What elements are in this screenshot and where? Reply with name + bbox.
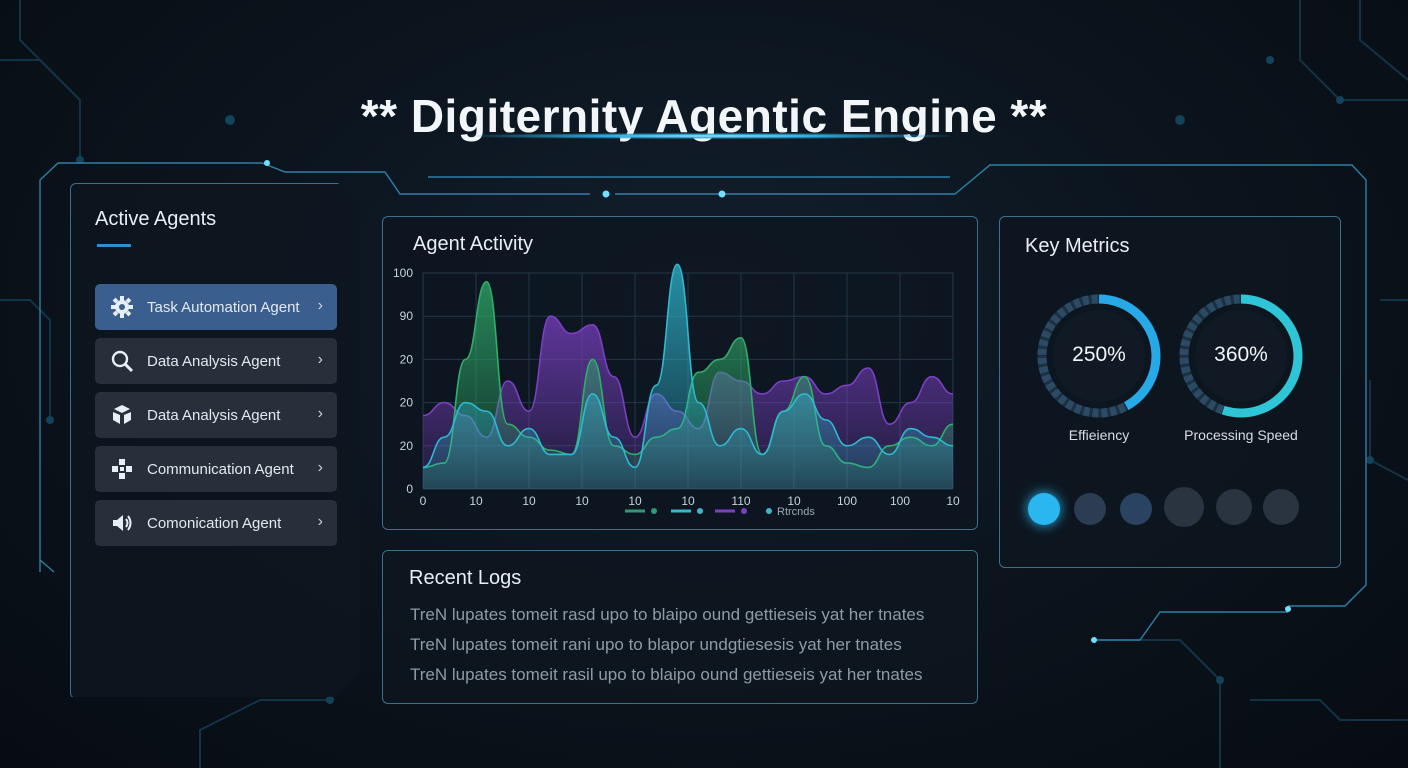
active-agents-panel: Active Agents Task Automation Agent › Da…	[70, 183, 360, 697]
chevron-right-icon: ›	[317, 405, 323, 422]
legend-swatch	[741, 508, 747, 514]
efficiency-gauge	[1037, 294, 1161, 418]
series-area	[423, 264, 953, 489]
agent-item-communication[interactable]: Communication Agent ›	[95, 446, 337, 492]
log-line: TreN lupates tomeit rasd upo to blaipo o…	[410, 605, 925, 624]
processing-speed-value: 360%	[1214, 343, 1268, 366]
recent-logs-panel: Recent Logs TreN lupates tomeit rasd upo…	[382, 550, 978, 704]
processing-speed-label: Processing Speed	[1184, 427, 1298, 443]
x-tick-label: 10	[681, 494, 695, 508]
x-tick-label: 10	[787, 494, 801, 508]
recent-logs-title: Recent Logs	[409, 567, 522, 589]
title-underline	[97, 244, 131, 247]
status-dot[interactable]	[1263, 489, 1299, 525]
search-icon	[109, 348, 135, 374]
speaker-icon	[109, 510, 135, 536]
chevron-right-icon: ›	[317, 297, 323, 314]
agent-activity-panel: Agent Activity 0 10 10 10 10 10 110 10 100 100 10 1…	[382, 216, 978, 530]
x-tick-label: 100	[837, 494, 857, 508]
y-tick-label: 90	[400, 309, 414, 323]
x-tick-label: 10	[946, 494, 960, 508]
y-tick-label: 0	[406, 482, 413, 496]
chevron-right-icon: ›	[317, 459, 323, 476]
log-line: TreN lupates tomeit rasil upo to blaipo …	[410, 665, 923, 684]
status-dot[interactable]	[1216, 489, 1252, 525]
y-tick-label: 20	[400, 396, 414, 410]
agent-item-comonication[interactable]: Comonication Agent ›	[95, 500, 337, 546]
x-tick-label: 110	[731, 494, 750, 508]
title-glow-line	[470, 133, 950, 139]
status-dot[interactable]	[1120, 493, 1152, 525]
legend-swatch	[651, 508, 657, 514]
legend-swatch	[697, 508, 703, 514]
agent-item-data-analysis-2[interactable]: Data Analysis Agent ›	[95, 392, 337, 438]
agent-item-task-automation[interactable]: Task Automation Agent ›	[95, 284, 337, 330]
legend-label: Rtrcnds	[777, 506, 815, 518]
activity-chart: 0 10 10 10 10 10 110 10 100 100 10 100 90 20 20 20 0 Rtrc…	[393, 263, 960, 518]
status-dot[interactable]	[1164, 487, 1204, 527]
legend-swatch	[766, 508, 772, 514]
network-icon	[109, 456, 135, 482]
agent-label: Task Automation Agent	[147, 298, 300, 316]
key-metrics-title: Key Metrics	[1025, 235, 1130, 257]
agent-label: Data Analysis Agent	[147, 406, 281, 424]
active-agents-title: Active Agents	[95, 208, 217, 230]
y-tick-label: 20	[400, 352, 414, 366]
status-dot[interactable]	[1028, 493, 1060, 525]
x-tick-label: 10	[628, 494, 642, 508]
processing-speed-gauge	[1179, 294, 1303, 418]
x-tick-label: 10	[575, 494, 589, 508]
x-tick-label: 10	[522, 494, 536, 508]
status-dot[interactable]	[1074, 493, 1106, 525]
agent-activity-title: Agent Activity	[413, 233, 534, 255]
x-tick-label: 10	[469, 494, 483, 508]
efficiency-label: Effieiency	[1068, 427, 1130, 443]
gear-icon	[109, 294, 135, 320]
chevron-right-icon: ›	[317, 351, 323, 368]
agent-label: Data Analysis Agent	[147, 352, 281, 370]
agent-label: Communication Agent	[147, 460, 294, 478]
x-tick-label: 0	[420, 494, 427, 508]
agent-label: Comonication Agent	[147, 514, 282, 532]
x-tick-label: 100	[890, 494, 910, 508]
y-tick-label: 20	[400, 439, 414, 453]
log-line: TreN lupates tomeit rani upo to blapor u…	[410, 635, 902, 654]
y-tick-label: 100	[393, 266, 413, 280]
chevron-right-icon: ›	[317, 513, 323, 530]
series-line	[422, 263, 954, 469]
efficiency-value: 250%	[1072, 343, 1126, 366]
key-metrics-panel: Key Metrics 250% Effieiency 360% Process…	[999, 216, 1341, 568]
agent-item-data-analysis-1[interactable]: Data Analysis Agent ›	[95, 338, 337, 384]
cubes-icon	[109, 402, 135, 428]
